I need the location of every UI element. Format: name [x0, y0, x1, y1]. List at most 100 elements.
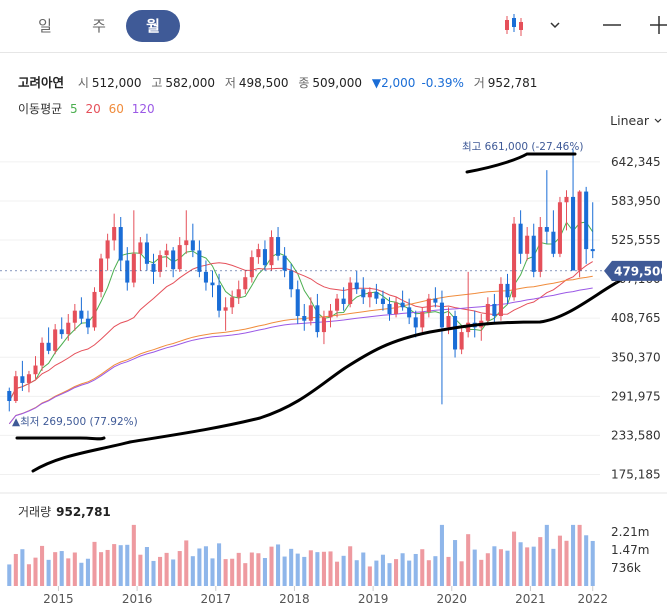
- candle-body: [466, 322, 471, 333]
- volume-bar: [203, 546, 208, 586]
- candle-body: [276, 237, 281, 256]
- volume-axis: 2.21m 1.47m 736k: [611, 525, 649, 575]
- moving-average-lines: [8, 221, 594, 425]
- volume-bar: [7, 564, 12, 586]
- candle-body: [348, 282, 353, 304]
- candle: [217, 273, 222, 318]
- time-tick-label: 2016: [122, 592, 153, 606]
- volume-bar: [308, 550, 313, 586]
- volume-bar: [13, 553, 18, 586]
- candle-body: [144, 242, 149, 264]
- volume-bar: [243, 563, 248, 586]
- max-price-annotation: 최고 661,000 (-27.46%): [462, 141, 583, 153]
- candle-body: [308, 305, 313, 321]
- volume-bar: [302, 556, 307, 586]
- candle: [79, 297, 84, 325]
- volume-bar: [466, 534, 471, 586]
- candle: [551, 210, 556, 258]
- candle-body: [53, 329, 58, 351]
- candle-body: [190, 240, 195, 251]
- candle-body: [472, 322, 477, 328]
- volume-bar: [33, 557, 38, 586]
- price-tick-label: 642,345: [611, 155, 661, 169]
- candle-body: [321, 317, 326, 333]
- scale-selector[interactable]: Linear: [610, 113, 663, 128]
- volume-bar: [59, 551, 64, 586]
- candle: [485, 297, 490, 326]
- volume-bar: [210, 558, 215, 586]
- tab-day[interactable]: 일: [38, 17, 52, 35]
- candle: [407, 298, 412, 325]
- candle-body: [341, 298, 346, 304]
- open-label: 시: [77, 76, 89, 90]
- volume-bar: [400, 553, 405, 586]
- candle-body: [59, 329, 64, 335]
- volume-bar: [190, 556, 195, 586]
- ma-120-line: [8, 287, 593, 425]
- candle-body: [33, 365, 38, 375]
- candle: [236, 280, 241, 304]
- candle: [99, 253, 104, 298]
- current-price-badge: 479,500: [0, 260, 667, 281]
- tab-week[interactable]: 주: [92, 17, 106, 35]
- candlestick-icon[interactable]: [500, 12, 530, 38]
- candle-body: [269, 237, 274, 266]
- candle-body: [564, 196, 569, 203]
- candle-body: [236, 289, 241, 298]
- candle: [164, 243, 169, 268]
- volume-bar: [341, 555, 346, 586]
- candle: [7, 387, 12, 412]
- volume-bar: [158, 556, 163, 586]
- volume-bar: [151, 560, 156, 586]
- candle-body: [13, 376, 18, 402]
- candle: [33, 356, 38, 379]
- low-label: 저: [224, 76, 236, 90]
- candle: [512, 216, 517, 301]
- volume-value: 952,781: [487, 76, 538, 90]
- volume-bar: [138, 554, 143, 586]
- volume-bar: [485, 553, 490, 586]
- volume-bar: [590, 540, 595, 586]
- candle: [20, 360, 25, 391]
- candle-body: [459, 332, 464, 350]
- volume-bar: [564, 540, 569, 586]
- volume-bar: [85, 558, 90, 586]
- chevron-down-icon[interactable]: [548, 12, 562, 38]
- volume-bar: [577, 524, 582, 586]
- volume-bar: [544, 524, 549, 586]
- tab-month[interactable]: 월: [126, 10, 180, 42]
- volume-tick-label: 736k: [611, 561, 641, 575]
- candle: [40, 337, 45, 371]
- candle: [243, 270, 248, 294]
- price-tick-label: 175,185: [611, 467, 661, 481]
- volume-bar: [571, 524, 576, 586]
- candle: [518, 210, 523, 264]
- candle-body: [118, 227, 123, 261]
- volume-bar: [197, 548, 202, 586]
- candle-body: [131, 253, 136, 283]
- candle: [13, 370, 18, 404]
- min-price-annotation: ▲최저 269,500 (77.92%): [12, 416, 138, 428]
- plus-icon[interactable]: [648, 12, 667, 38]
- time-tick-label: 2019: [358, 592, 389, 606]
- volume-bar: [361, 552, 366, 586]
- candle-body: [223, 307, 228, 311]
- candle-body: [551, 231, 556, 254]
- volume-bar: [315, 552, 320, 586]
- moving-average-legend[interactable]: 이동평균 5 20 60 120: [18, 100, 159, 117]
- candle-body: [394, 302, 399, 315]
- candle-body: [367, 291, 372, 298]
- candle-body: [361, 289, 366, 298]
- volume-bar: [433, 556, 438, 586]
- volume-bar: [249, 552, 254, 586]
- minus-icon[interactable]: [601, 12, 623, 38]
- candle-body: [184, 240, 189, 246]
- drawn-line-top: [465, 152, 577, 174]
- candle-body: [557, 202, 562, 254]
- volume-bar: [472, 549, 477, 586]
- candle: [321, 310, 326, 345]
- candle-body: [328, 310, 333, 318]
- candle: [426, 293, 431, 318]
- candle: [479, 314, 484, 341]
- high-label: 고: [151, 76, 163, 90]
